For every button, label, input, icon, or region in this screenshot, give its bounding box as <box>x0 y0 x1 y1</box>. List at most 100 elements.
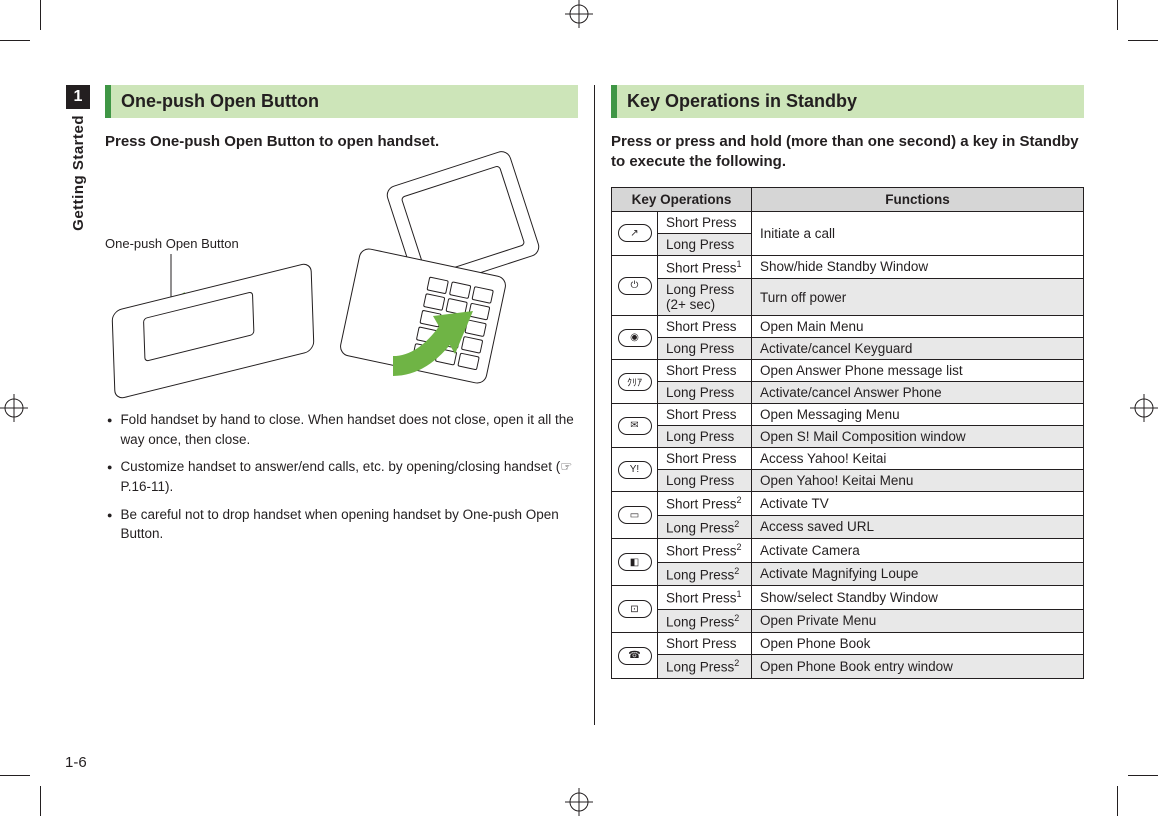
press-type: Short Press <box>658 404 752 426</box>
handset-illustration: One-push Open Button <box>105 166 578 396</box>
table-row: Long PressActivate/cancel Keyguard <box>612 338 1084 360</box>
key-icon-cell: ⊡ <box>612 586 658 633</box>
press-type: Long Press (2+ sec) <box>658 279 752 316</box>
reg-mark-right <box>1130 394 1158 422</box>
press-type: Long Press <box>658 338 752 360</box>
reg-mark-left <box>0 394 28 422</box>
right-lead: Press or press and hold (more than one s… <box>611 132 1084 173</box>
reg-mark-bottom <box>565 788 593 816</box>
table-row: Long PressOpen S! Mail Composition windo… <box>612 426 1084 448</box>
table-row: ◧Short Press2Activate Camera <box>612 539 1084 563</box>
right-column: Key Operations in Standby Press or press… <box>597 85 1098 771</box>
key-icon: ✉ <box>618 417 652 435</box>
left-lead: Press One-push Open Button to open hands… <box>105 132 578 152</box>
table-row: ↗Short PressInitiate a call <box>612 211 1084 233</box>
section-title-left: One-push Open Button <box>105 85 578 118</box>
key-icon-cell: ｸﾘｱ <box>612 360 658 404</box>
key-icon-cell: ↗ <box>612 211 658 255</box>
function-desc: Activate/cancel Keyguard <box>752 338 1084 360</box>
function-desc: Open Phone Book entry window <box>752 655 1084 679</box>
press-type: Long Press <box>658 470 752 492</box>
table-row: Long Press2Open Phone Book entry window <box>612 655 1084 679</box>
page-number: 1-6 <box>65 754 87 771</box>
key-icon-cell: ☎ <box>612 633 658 679</box>
table-row: Long Press (2+ sec)Turn off power <box>612 279 1084 316</box>
table-row: ⊡Short Press1Show/select Standby Window <box>612 586 1084 610</box>
press-type: Long Press <box>658 426 752 448</box>
th-functions: Functions <box>752 187 1084 211</box>
chapter-number: 1 <box>66 85 90 109</box>
key-icon: ◧ <box>618 553 652 571</box>
key-icon: ｸﾘｱ <box>618 373 652 391</box>
table-row: ✉Short PressOpen Messaging Menu <box>612 404 1084 426</box>
function-desc: Open Main Menu <box>752 316 1084 338</box>
note-item: Fold handset by hand to close. When hand… <box>107 410 578 449</box>
table-row: ⏻Short Press1Show/hide Standby Window <box>612 255 1084 279</box>
key-icon-cell: ◧ <box>612 539 658 586</box>
note-item: Customize handset to answer/end calls, e… <box>107 457 578 496</box>
press-type: Short Press2 <box>658 492 752 516</box>
chapter-label: Getting Started <box>70 115 87 231</box>
key-icon: ⊡ <box>618 600 652 618</box>
press-type: Short Press <box>658 211 752 233</box>
function-desc: Show/select Standby Window <box>752 586 1084 610</box>
key-icon: ◉ <box>618 329 652 347</box>
function-desc: Open Phone Book <box>752 633 1084 655</box>
function-desc: Open Messaging Menu <box>752 404 1084 426</box>
function-desc: Activate TV <box>752 492 1084 516</box>
key-icon: ☎ <box>618 647 652 665</box>
press-type: Long Press2 <box>658 562 752 586</box>
function-desc: Access Yahoo! Keitai <box>752 448 1084 470</box>
function-desc: Open S! Mail Composition window <box>752 426 1084 448</box>
chapter-tab: 1 Getting Started <box>65 85 91 771</box>
key-icon: Y! <box>618 461 652 479</box>
press-type: Long Press <box>658 233 752 255</box>
notes-list: Fold handset by hand to close. When hand… <box>105 410 578 543</box>
key-icon-cell: ◉ <box>612 316 658 360</box>
function-desc: Activate Camera <box>752 539 1084 563</box>
function-desc: Open Yahoo! Keitai Menu <box>752 470 1084 492</box>
key-icon-cell: Y! <box>612 448 658 492</box>
press-type: Short Press <box>658 360 752 382</box>
section-title-right: Key Operations in Standby <box>611 85 1084 118</box>
table-row: Long Press2Activate Magnifying Loupe <box>612 562 1084 586</box>
key-operations-table: Key Operations Functions ↗Short PressIni… <box>611 187 1084 679</box>
table-row: ｸﾘｱShort PressOpen Answer Phone message … <box>612 360 1084 382</box>
function-desc: Initiate a call <box>752 211 1084 255</box>
th-key-ops: Key Operations <box>612 187 752 211</box>
table-row: Y!Short PressAccess Yahoo! Keitai <box>612 448 1084 470</box>
press-type: Long Press2 <box>658 609 752 633</box>
function-desc: Access saved URL <box>752 515 1084 539</box>
function-desc: Show/hide Standby Window <box>752 255 1084 279</box>
table-row: Long Press2Open Private Menu <box>612 609 1084 633</box>
column-divider <box>594 85 595 725</box>
press-type: Short Press1 <box>658 255 752 279</box>
function-desc: Activate/cancel Answer Phone <box>752 382 1084 404</box>
key-icon-cell: ✉ <box>612 404 658 448</box>
table-row: ◉Short PressOpen Main Menu <box>612 316 1084 338</box>
press-type: Short Press <box>658 316 752 338</box>
press-type: Short Press2 <box>658 539 752 563</box>
arrow-large-icon <box>373 276 493 376</box>
phone-open-icon <box>318 166 568 386</box>
table-row: ▭Short Press2Activate TV <box>612 492 1084 516</box>
table-row: Long PressActivate/cancel Answer Phone <box>612 382 1084 404</box>
function-desc: Turn off power <box>752 279 1084 316</box>
table-row: Long Press2Access saved URL <box>612 515 1084 539</box>
press-type: Short Press <box>658 448 752 470</box>
press-type: Long Press <box>658 382 752 404</box>
function-desc: Activate Magnifying Loupe <box>752 562 1084 586</box>
press-type: Long Press2 <box>658 515 752 539</box>
key-icon-cell: ⏻ <box>612 255 658 316</box>
note-item: Be careful not to drop handset when open… <box>107 505 578 544</box>
reg-mark-top <box>565 0 593 28</box>
table-row: ☎Short PressOpen Phone Book <box>612 633 1084 655</box>
press-type: Short Press <box>658 633 752 655</box>
function-desc: Open Answer Phone message list <box>752 360 1084 382</box>
press-type: Short Press1 <box>658 586 752 610</box>
left-column: One-push Open Button Press One-push Open… <box>91 85 592 771</box>
key-icon: ▭ <box>618 506 652 524</box>
table-row: Long PressOpen Yahoo! Keitai Menu <box>612 470 1084 492</box>
illus-label: One-push Open Button <box>105 236 239 251</box>
page: 1 Getting Started One-push Open Button P… <box>65 85 1098 771</box>
